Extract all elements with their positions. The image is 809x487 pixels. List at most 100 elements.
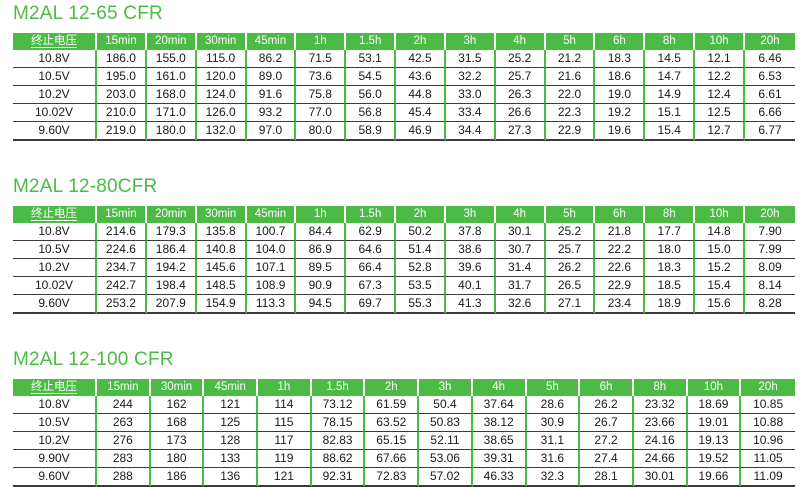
col-header-1h: 1h [296, 206, 347, 223]
table-row: 10.02V 210.0 171.0 126.0 93.2 77.0 56.8 45.4 33.… [13, 103, 795, 121]
col-header-cutoff-voltage: 终止电压 [13, 206, 98, 223]
data-cell: 276 [97, 431, 151, 449]
block-title-1: M2AL 12-80CFR [13, 176, 158, 197]
data-cell: 17.7 [645, 223, 696, 240]
row-label-voltage: 10.8V [13, 50, 98, 67]
data-cell: 244 [97, 396, 151, 413]
data-cell: 41.3 [445, 294, 496, 314]
data-cell: 69.7 [346, 294, 397, 314]
data-cell: 14.8 [695, 223, 745, 240]
data-cell: 30.01 [633, 467, 688, 487]
col-header-30min: 30min [196, 33, 247, 50]
data-cell: 198.4 [146, 276, 197, 294]
data-cell: 14.7 [645, 67, 696, 85]
data-cell: 21.2 [545, 50, 596, 67]
data-cell: 12.5 [695, 103, 745, 121]
data-cell: 56.0 [346, 85, 397, 103]
row-label-voltage: 10.8V [13, 396, 97, 413]
row-label-voltage: 10.5V [13, 240, 98, 258]
cutoff-voltage-label: 终止电压 [31, 208, 77, 221]
data-cell: 19.2 [595, 103, 646, 121]
data-cell: 39.31 [472, 449, 527, 467]
discharge-table-1: 终止电压 15min 20min 30min 45min 1h 1.5h 2h 3h 4h 5h 6h… [13, 206, 795, 314]
data-cell: 27.4 [580, 449, 634, 467]
data-cell: 92.31 [311, 467, 366, 487]
data-cell: 39.6 [445, 258, 496, 276]
data-cell: 42.5 [396, 50, 446, 67]
data-cell: 15.0 [695, 240, 745, 258]
data-cell: 91.6 [246, 85, 297, 103]
data-cell: 53.1 [346, 50, 397, 67]
data-cell: 19.66 [687, 467, 742, 487]
discharge-table-0: 终止电压 15min 20min 30min 45min 1h 1.5h 2h 3h 4h 5h 6h… [13, 33, 795, 141]
data-cell: 168 [150, 413, 205, 431]
data-cell: 33.0 [445, 85, 496, 103]
table-body-0: 10.8V 186.0 155.0 115.0 86.2 71.5 53.1 42.5 31.5… [13, 50, 795, 141]
col-header-4h: 4h [495, 206, 546, 223]
title-table-gap-0 [13, 23, 796, 33]
data-cell: 214.6 [97, 223, 147, 240]
row-label-voltage: 10.02V [13, 276, 98, 294]
data-cell: 11.05 [741, 449, 795, 467]
col-header-4h: 4h [472, 379, 527, 396]
data-cell: 119 [258, 449, 312, 467]
row-label-voltage: 10.02V [13, 103, 98, 121]
col-header-15min: 15min [97, 206, 147, 223]
data-cell: 12.4 [695, 85, 745, 103]
col-header-2h: 2h [365, 379, 420, 396]
data-cell: 72.83 [365, 467, 420, 487]
cutoff-voltage-label: 终止电压 [31, 35, 77, 48]
data-cell: 19.01 [687, 413, 742, 431]
data-cell: 23.32 [633, 396, 688, 413]
table-head-2: 终止电压 15min 30min 45min 1h 1.5h 2h 3h 4h 5h 6h 8h 10h… [13, 379, 795, 396]
row-label-voltage: 9.90V [13, 449, 97, 467]
col-header-5h: 5h [526, 379, 581, 396]
data-cell: 135.8 [196, 223, 247, 240]
col-header-6h: 6h [595, 33, 646, 50]
data-cell: 113.3 [246, 294, 297, 314]
col-header-5h: 5h [545, 33, 596, 50]
data-cell: 26.3 [495, 85, 546, 103]
data-cell: 6.66 [744, 103, 795, 121]
data-cell: 46.33 [472, 467, 527, 487]
data-cell: 53.5 [396, 276, 446, 294]
data-cell: 18.9 [645, 294, 696, 314]
data-cell: 194.2 [146, 258, 197, 276]
col-header-2h: 2h [396, 206, 446, 223]
data-cell: 155.0 [146, 50, 197, 67]
data-cell: 26.5 [545, 276, 596, 294]
data-cell: 100.7 [246, 223, 297, 240]
data-cell: 8.14 [744, 276, 795, 294]
data-cell: 121 [204, 396, 259, 413]
data-cell: 22.6 [595, 258, 646, 276]
data-cell: 86.9 [296, 240, 347, 258]
block-gap-1 [13, 314, 796, 350]
data-cell: 86.2 [246, 50, 297, 67]
data-cell: 23.4 [595, 294, 646, 314]
data-cell: 28.1 [580, 467, 634, 487]
data-cell: 283 [97, 449, 151, 467]
col-header-8h: 8h [645, 33, 696, 50]
data-cell: 44.8 [396, 85, 446, 103]
data-cell: 26.6 [495, 103, 546, 121]
data-cell: 22.0 [545, 85, 596, 103]
data-cell: 18.6 [595, 67, 646, 85]
data-cell: 73.12 [311, 396, 366, 413]
data-cell: 24.66 [633, 449, 688, 467]
data-cell: 7.90 [744, 223, 795, 240]
data-cell: 180 [150, 449, 205, 467]
data-cell: 115 [258, 413, 312, 431]
table-row: 9.60V 219.0 180.0 132.0 97.0 80.0 58.9 46.9 34.4… [13, 121, 795, 141]
data-cell: 64.6 [346, 240, 397, 258]
data-cell: 66.4 [346, 258, 397, 276]
col-header-45min: 45min [246, 33, 297, 50]
col-header-10h: 10h [695, 33, 745, 50]
data-cell: 11.09 [741, 467, 795, 487]
col-header-1h: 1h [258, 379, 312, 396]
spec-block-0: M2AL 12-65 CFR 终止电压 15min 20min 30min 45min 1… [13, 4, 796, 141]
table-wrap-2: 终止电压 15min 30min 45min 1h 1.5h 2h 3h 4h 5h 6h 8h 10h… [13, 379, 796, 487]
data-cell: 140.8 [196, 240, 247, 258]
data-cell: 128 [204, 431, 259, 449]
data-cell: 30.1 [495, 223, 546, 240]
